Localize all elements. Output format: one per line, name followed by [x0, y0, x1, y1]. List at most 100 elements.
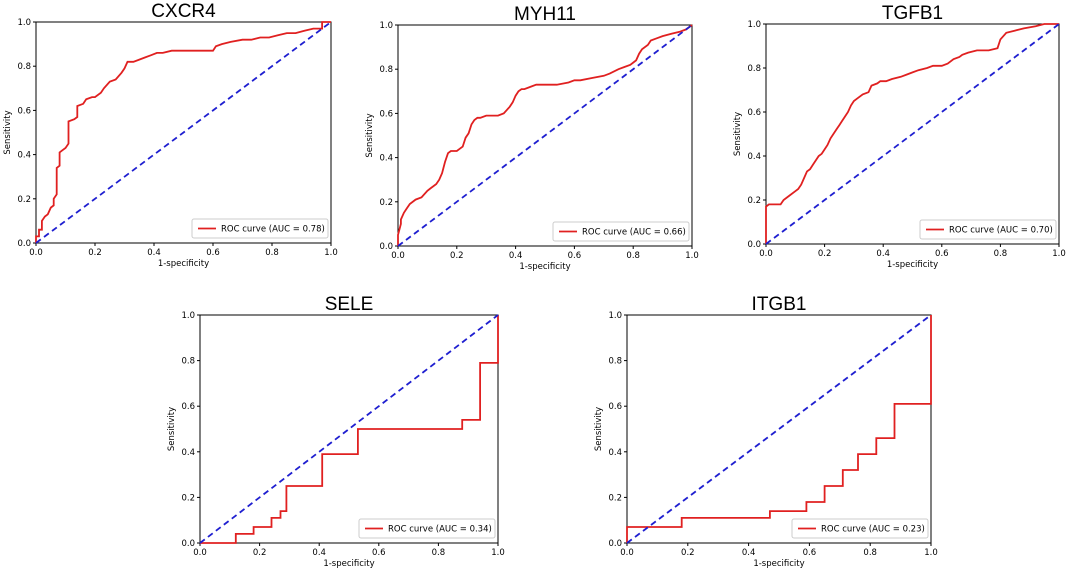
- x-tick-label: 0.0: [759, 249, 773, 259]
- y-tick-label: 0.8: [608, 357, 622, 367]
- roc-curve-line: [200, 315, 499, 544]
- y-tick-label: 0.8: [747, 64, 761, 74]
- legend: ROC curve (AUC = 0.78): [191, 218, 329, 239]
- y-tick-label: 0.4: [608, 448, 622, 458]
- y-tick-label: 0.6: [608, 402, 622, 412]
- chance-diagonal-line: [397, 24, 693, 247]
- x-tick-label: 0.4: [509, 251, 523, 261]
- x-axis-label: 1-specificity: [323, 559, 374, 569]
- x-axis-label: 1-specificity: [158, 259, 209, 269]
- x-tick-label: 0.6: [568, 251, 582, 261]
- x-tick-label: 0.4: [742, 548, 756, 558]
- legend-label: ROC curve (AUC = 0.34): [388, 525, 492, 535]
- y-axis-label: Sensitivity: [365, 113, 375, 157]
- legend: ROC curve (AUC = 0.70): [919, 219, 1057, 240]
- x-tick-label: 0.8: [626, 251, 640, 261]
- y-axis-label: Sensitivity: [594, 407, 604, 451]
- x-tick-label: 0.2: [450, 251, 464, 261]
- legend-label: ROC curve (AUC = 0.70): [949, 226, 1053, 236]
- legend: ROC curve (AUC = 0.34): [358, 518, 496, 539]
- y-tick-label: 0.6: [181, 402, 195, 412]
- x-tick-label: 0.0: [391, 251, 405, 261]
- roc-panel-myh11: MYH11 0.0 0.2 0.4 0.6 0.8 1.0 0.0 0.2 0.4 0.6 0.8 1.…: [365, 4, 699, 272]
- y-tick-label: 0.4: [17, 151, 31, 161]
- y-tick-label: 0.8: [17, 62, 31, 72]
- x-tick-label: 0.0: [193, 548, 207, 558]
- panel-title: MYH11: [514, 4, 576, 25]
- x-tick-label: 0.6: [206, 248, 220, 258]
- x-tick-label: 0.8: [863, 548, 877, 558]
- roc-panel-tgfb1: TGFB1 0.0 0.2 0.4 0.6 0.8 1.0 0.0 0.2 0.4 0.6 0.8 1.…: [733, 3, 1066, 270]
- x-tick-label: 1.0: [1052, 249, 1066, 259]
- chance-diagonal-line: [199, 314, 499, 544]
- x-tick-label: 0.2: [818, 249, 832, 259]
- x-tick-label: 1.0: [491, 548, 505, 558]
- x-axis-label: 1-specificity: [519, 262, 570, 272]
- plot-frame: [626, 314, 932, 544]
- y-tick-label: 0.4: [747, 152, 761, 162]
- roc-panel-cxcr4: CXCR4 0.0 0.2 0.4 0.6 0.8 1.0 0.0 0.2 0.4 0.6 0.8 1.…: [3, 1, 338, 269]
- x-tick-label: 1.0: [924, 548, 938, 558]
- panel-title: TGFB1: [882, 3, 943, 24]
- x-tick-label: 0.8: [994, 249, 1008, 259]
- y-tick-label: 0.0: [608, 539, 622, 549]
- panel-title: CXCR4: [151, 1, 216, 22]
- legend-label: ROC curve (AUC = 0.78): [221, 225, 325, 235]
- x-tick-label: 0.0: [29, 248, 43, 258]
- y-tick-label: 0.2: [379, 198, 393, 208]
- roc-curve-line: [765, 23, 1059, 244]
- x-tick-label: 0.4: [147, 248, 161, 258]
- y-tick-label: 1.0: [379, 21, 393, 31]
- y-tick-label: 1.0: [17, 18, 31, 28]
- y-tick-label: 0.6: [379, 109, 393, 119]
- legend-box: [358, 518, 496, 539]
- x-tick-label: 0.6: [803, 548, 817, 558]
- x-axis-label: 1-specificity: [753, 559, 804, 569]
- y-tick-label: 0.2: [747, 196, 761, 206]
- chance-diagonal-line: [626, 314, 932, 544]
- x-tick-label: 0.6: [935, 249, 949, 259]
- plot-frame: [35, 21, 332, 244]
- legend: ROC curve (AUC = 0.23): [791, 518, 929, 539]
- x-tick-label: 1.0: [685, 251, 699, 261]
- roc-panel-itgb1: ITGB1 0.0 0.2 0.4 0.6 0.8 1.0 0.0 0.2 0.4 0.6 0.8 1.…: [594, 294, 938, 569]
- x-tick-label: 0.2: [88, 248, 102, 258]
- y-tick-label: 0.0: [181, 539, 195, 549]
- x-tick-label: 0.0: [620, 548, 634, 558]
- y-tick-label: 0.8: [379, 65, 393, 75]
- panel-title: SELE: [325, 294, 374, 315]
- legend-box: [791, 518, 929, 539]
- x-tick-label: 0.2: [681, 548, 695, 558]
- y-axis-label: Sensitivity: [3, 110, 13, 154]
- y-tick-label: 0.2: [181, 493, 195, 503]
- legend-box: [919, 219, 1057, 240]
- legend: ROC curve (AUC = 0.66): [552, 221, 690, 242]
- y-tick-label: 0.0: [17, 239, 31, 249]
- legend-label: ROC curve (AUC = 0.66): [582, 228, 686, 238]
- y-axis-label: Sensitivity: [167, 407, 177, 451]
- plot-frame: [199, 314, 499, 544]
- roc-curve-line: [626, 315, 932, 543]
- y-axis-label: Sensitivity: [733, 112, 743, 156]
- y-tick-label: 0.6: [17, 106, 31, 116]
- x-tick-label: 0.4: [876, 249, 890, 259]
- y-tick-label: 0.6: [747, 108, 761, 118]
- roc-panel-sele: SELE 0.0 0.2 0.4 0.6 0.8 1.0 0.0 0.2 0.4 0.6 0.8 1.0…: [167, 294, 505, 569]
- panel-title: ITGB1: [752, 294, 807, 315]
- y-tick-label: 0.8: [181, 357, 195, 367]
- y-tick-label: 1.0: [181, 311, 195, 321]
- y-tick-label: 0.0: [747, 240, 761, 250]
- x-tick-label: 0.4: [312, 548, 326, 558]
- plot-frame: [397, 24, 693, 247]
- x-axis-label: 1-specificity: [887, 260, 938, 270]
- chance-diagonal-line: [35, 21, 332, 244]
- legend-box: [191, 218, 329, 239]
- y-tick-label: 1.0: [747, 20, 761, 30]
- chance-diagonal-line: [765, 23, 1060, 245]
- y-tick-label: 0.2: [608, 493, 622, 503]
- y-tick-label: 0.4: [379, 154, 393, 164]
- x-tick-label: 0.8: [265, 248, 279, 258]
- legend-box: [552, 221, 690, 242]
